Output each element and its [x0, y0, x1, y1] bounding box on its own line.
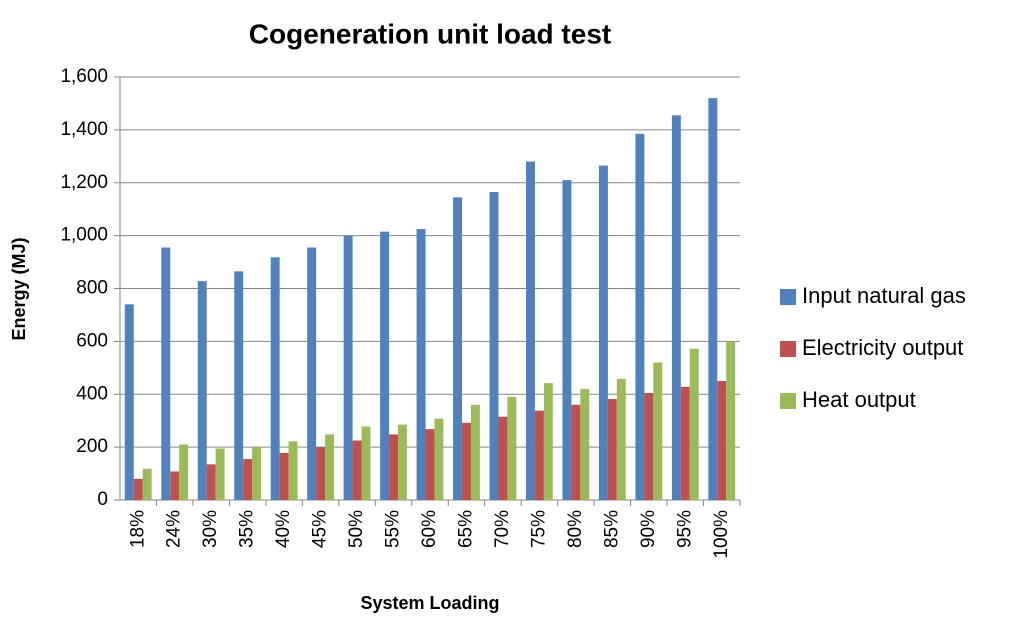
- bar: [416, 229, 426, 500]
- bar: [507, 396, 517, 500]
- x-tick-label: 80%: [565, 510, 586, 548]
- x-tick-label: 75%: [528, 510, 549, 548]
- bar: [653, 362, 663, 500]
- y-tick-label: 800: [76, 278, 108, 299]
- bar: [179, 444, 189, 500]
- x-tick-label: 85%: [601, 510, 622, 548]
- bar: [580, 388, 590, 500]
- chart-title: Cogeneration unit load test: [249, 18, 611, 49]
- x-tick-label: 45%: [310, 510, 331, 548]
- bar: [598, 165, 608, 501]
- y-tick-label: 200: [76, 436, 108, 457]
- bar: [562, 180, 572, 500]
- bar: [142, 468, 152, 500]
- x-tick-label: 35%: [237, 510, 258, 548]
- x-tick-label: 18%: [127, 510, 148, 548]
- bar: [489, 192, 499, 501]
- bar: [708, 98, 718, 501]
- y-tick-label: 600: [76, 330, 108, 351]
- bar: [453, 197, 463, 500]
- bar: [206, 464, 216, 500]
- x-tick-label: 24%: [164, 510, 185, 548]
- y-tick-label: 1,000: [60, 225, 108, 246]
- x-tick-label: 65%: [455, 510, 476, 548]
- bar: [526, 161, 535, 500]
- bar: [726, 341, 736, 500]
- bar: [307, 247, 317, 500]
- bar: [279, 452, 289, 500]
- bar: [397, 424, 407, 500]
- bar: [543, 383, 553, 500]
- y-tick-label: 0: [97, 489, 108, 510]
- x-tick-label: 30%: [200, 510, 221, 548]
- x-tick-label: 50%: [346, 510, 367, 548]
- x-tick-label: 95%: [674, 510, 695, 548]
- x-tick-label: 70%: [492, 510, 513, 548]
- bar: [470, 404, 480, 500]
- legend-label: Electricity output: [802, 335, 963, 360]
- y-axis-label: Energy (MJ): [9, 237, 29, 340]
- bar: [234, 271, 244, 500]
- y-tick-label: 400: [76, 383, 108, 404]
- bar: [434, 418, 444, 500]
- bar: [361, 426, 371, 500]
- bar: [462, 422, 471, 500]
- y-tick-label: 1,600: [60, 66, 108, 87]
- bar: [252, 447, 262, 500]
- bar: [124, 304, 134, 500]
- bar: [498, 416, 508, 500]
- x-tick-label: 90%: [638, 510, 659, 548]
- legend-label: Input natural gas: [802, 283, 966, 308]
- y-tick-label: 1,200: [60, 172, 108, 193]
- legend-swatch: [780, 289, 796, 305]
- bar: [316, 447, 326, 500]
- bar: [607, 399, 617, 500]
- bar: [352, 440, 362, 500]
- bar: [197, 281, 207, 500]
- bar: [616, 378, 626, 500]
- bar: [215, 448, 225, 500]
- bar: [680, 386, 690, 500]
- bar: [161, 247, 171, 500]
- x-axis-label: System Loading: [360, 593, 499, 613]
- bar: [717, 381, 727, 500]
- legend-label: Heat output: [802, 387, 916, 412]
- legend-swatch: [780, 341, 796, 357]
- x-tick-label: 40%: [273, 510, 294, 548]
- bar: [380, 231, 390, 501]
- bar: [288, 441, 298, 500]
- bar: [644, 392, 654, 500]
- bar: [425, 429, 435, 500]
- bar: [635, 133, 645, 500]
- y-tick-label: 1,400: [60, 119, 108, 140]
- x-tick-label: 60%: [419, 510, 440, 548]
- legend-swatch: [780, 393, 796, 409]
- bar: [571, 404, 581, 500]
- bar: [325, 434, 334, 500]
- bar: [389, 434, 398, 500]
- bar: [170, 471, 180, 500]
- x-tick-label: 100%: [711, 510, 732, 559]
- bar: [270, 257, 280, 500]
- bar: [133, 478, 143, 500]
- bar: [243, 459, 253, 500]
- bar: [343, 235, 353, 500]
- bar: [689, 348, 699, 500]
- x-tick-label: 55%: [383, 510, 404, 548]
- bar: [671, 115, 681, 500]
- bar: [534, 410, 544, 500]
